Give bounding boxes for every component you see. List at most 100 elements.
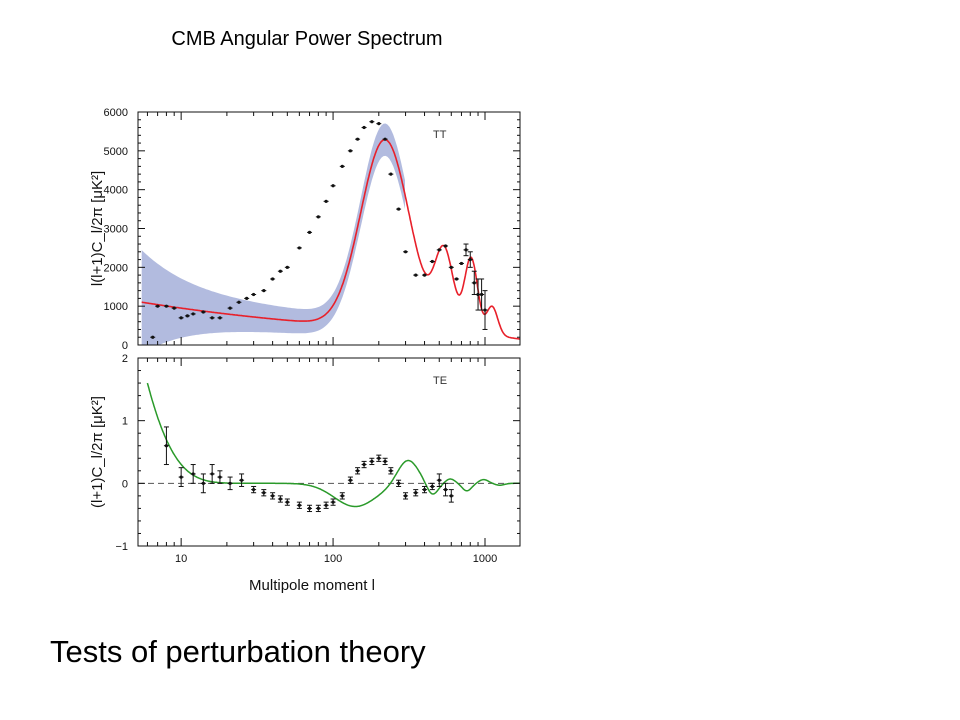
data-point xyxy=(164,304,169,308)
data-point xyxy=(377,122,381,126)
data-point xyxy=(179,475,183,479)
data-point xyxy=(348,478,352,482)
y-axis-title: l(l+1)C_l/2π [μK²] xyxy=(89,171,106,286)
data-point xyxy=(422,273,427,277)
data-point xyxy=(156,304,160,308)
data-point xyxy=(362,462,366,467)
data-point xyxy=(191,312,195,316)
data-point xyxy=(480,292,484,297)
y-tick-label: 1000 xyxy=(104,301,128,313)
data-point xyxy=(370,459,374,463)
data-point xyxy=(218,475,222,479)
x-tick-label: 100 xyxy=(324,553,342,565)
data-point xyxy=(331,500,335,504)
data-point xyxy=(437,478,441,482)
data-point xyxy=(297,503,301,507)
data-point xyxy=(403,494,408,498)
y-tick-label: 2000 xyxy=(104,262,128,274)
data-point xyxy=(252,292,256,297)
data-point xyxy=(459,261,464,266)
data-point xyxy=(271,494,275,498)
x-tick-label: 10 xyxy=(175,553,187,565)
data-point xyxy=(307,230,312,234)
data-point xyxy=(443,488,448,492)
te-panel: 10 100 1000 −1 0 1 2 (l+1)C_l/2π [μK²] TE xyxy=(89,353,521,565)
y-axis-title: (l+1)C_l/2π [μK²] xyxy=(89,396,106,508)
data-point xyxy=(164,444,169,448)
data-point xyxy=(397,207,401,211)
data-point xyxy=(476,292,480,297)
slide-caption: Tests of perturbation theory xyxy=(50,634,426,669)
te-model-curve xyxy=(146,382,520,508)
data-point xyxy=(201,310,205,314)
x-tick-label: 1000 xyxy=(473,553,497,565)
y-tick-label: 0 xyxy=(122,340,128,352)
data-point xyxy=(191,472,195,476)
data-point xyxy=(271,277,275,281)
data-point xyxy=(383,459,387,463)
data-point xyxy=(430,259,434,264)
data-point xyxy=(472,281,476,285)
data-point xyxy=(297,246,301,250)
data-point xyxy=(422,488,427,492)
data-point xyxy=(262,289,266,293)
data-point xyxy=(278,269,282,273)
data-point xyxy=(210,316,214,320)
data-point xyxy=(389,469,393,473)
data-point xyxy=(179,316,183,320)
data-point xyxy=(285,265,289,269)
data-point xyxy=(340,164,344,168)
y-tick-label: 6000 xyxy=(104,107,128,119)
data-point xyxy=(370,120,374,124)
y-tick-label: 5000 xyxy=(104,146,128,158)
data-point xyxy=(201,481,205,485)
panel-label: TE xyxy=(433,375,447,387)
data-point xyxy=(316,506,320,510)
data-point xyxy=(443,244,448,248)
data-point xyxy=(316,215,320,219)
data-point xyxy=(151,335,155,339)
data-point xyxy=(307,506,312,510)
cosmic-variance-band xyxy=(141,123,405,345)
panel-label: TT xyxy=(433,129,447,141)
data-point xyxy=(389,172,393,176)
y-tick-label: 3000 xyxy=(104,224,128,236)
y-tick-label: 0 xyxy=(122,478,128,490)
data-point xyxy=(414,491,418,495)
data-point xyxy=(324,503,328,507)
data-point xyxy=(449,265,453,269)
data-point xyxy=(403,250,408,254)
data-point xyxy=(331,184,335,188)
data-point xyxy=(218,316,222,320)
y-tick-label: 4000 xyxy=(104,185,128,197)
data-point xyxy=(355,469,360,473)
data-point xyxy=(278,497,282,501)
y-tick-label: 1 xyxy=(122,416,128,428)
slide-title: CMB Angular Power Spectrum xyxy=(171,28,443,50)
data-point xyxy=(252,488,256,492)
data-point xyxy=(468,257,472,262)
data-point xyxy=(210,472,214,476)
data-point xyxy=(262,491,266,495)
data-point xyxy=(383,137,387,141)
data-point xyxy=(237,300,241,304)
data-point xyxy=(228,481,232,485)
data-point xyxy=(414,273,418,277)
data-point xyxy=(483,308,487,312)
data-point xyxy=(454,277,459,281)
data-point xyxy=(324,199,328,203)
data-point xyxy=(245,296,249,300)
x-axis-title: Multipole moment l xyxy=(249,577,375,594)
data-point xyxy=(362,125,366,130)
data-point xyxy=(285,500,289,504)
y-tick-label: −1 xyxy=(115,541,128,553)
data-point xyxy=(430,484,434,489)
plot-frame xyxy=(137,357,521,547)
data-point xyxy=(172,306,176,310)
data-point xyxy=(185,314,190,318)
data-point xyxy=(377,456,381,460)
data-point xyxy=(228,306,232,310)
data-point xyxy=(397,481,401,485)
data-point xyxy=(240,478,244,482)
